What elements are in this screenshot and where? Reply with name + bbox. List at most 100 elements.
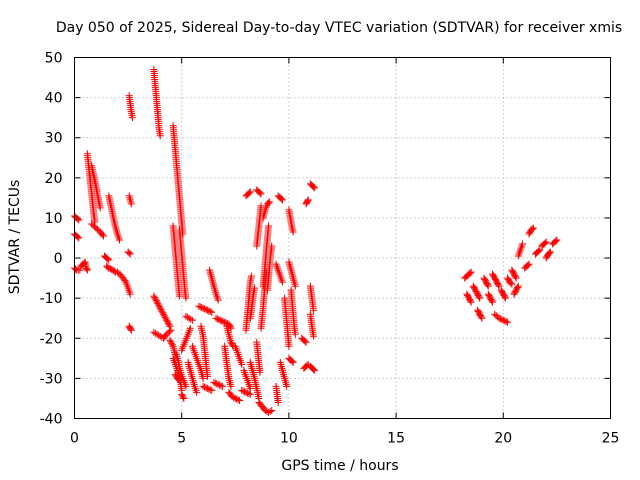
data-point (274, 398, 282, 406)
data-point (234, 396, 242, 404)
data-point (246, 390, 254, 398)
data-point (199, 382, 207, 390)
data-point (265, 199, 273, 207)
data-point (301, 337, 309, 345)
data-point (106, 265, 114, 273)
data-point (476, 294, 484, 302)
data-point (466, 269, 474, 277)
data-point (310, 183, 318, 191)
data-point (99, 232, 107, 240)
y-tick-label: 40 (45, 91, 63, 107)
data-point (160, 312, 168, 320)
y-tick-label: -40 (40, 412, 63, 428)
data-point (188, 316, 196, 324)
data-point (156, 304, 164, 312)
data-point (496, 315, 504, 323)
data-point (105, 256, 113, 264)
data-point (310, 332, 318, 340)
data-point (257, 190, 265, 198)
data-point (127, 325, 135, 333)
data-point (198, 304, 206, 312)
data-point (222, 319, 230, 327)
data-point (203, 306, 211, 314)
data-point (83, 265, 91, 273)
data-point (159, 310, 167, 318)
data-point (201, 383, 209, 391)
data-point (268, 406, 276, 414)
x-tick-label: 20 (494, 431, 512, 447)
data-point (208, 386, 216, 394)
data-point (153, 298, 161, 306)
data-point (266, 407, 274, 415)
data-point (213, 380, 221, 388)
data-point (501, 317, 509, 325)
data-point (466, 297, 474, 305)
data-point (98, 231, 106, 239)
data-point (161, 313, 169, 321)
data-point (127, 200, 135, 208)
series-sdtvar (71, 66, 561, 416)
data-point (74, 215, 82, 223)
data-point (74, 233, 82, 241)
data-point (495, 282, 503, 290)
y-tick-label: 50 (45, 51, 63, 67)
data-point (164, 319, 172, 327)
data-point (278, 278, 286, 286)
data-point (304, 196, 312, 204)
data-point (75, 216, 83, 224)
data-point (214, 380, 222, 388)
data-point (238, 386, 246, 394)
data-point (278, 196, 286, 204)
y-tick-label: 10 (45, 211, 63, 227)
data-point (212, 314, 220, 322)
data-point (536, 246, 544, 254)
data-point (126, 290, 134, 298)
data-point (507, 279, 515, 287)
data-point (289, 358, 297, 366)
data-point (216, 316, 224, 324)
data-point (242, 388, 250, 396)
data-point (285, 342, 293, 350)
x-tick-label: 15 (387, 431, 405, 447)
data-point (121, 277, 129, 285)
data-point (289, 228, 297, 236)
data-point (251, 284, 259, 292)
data-point (166, 336, 174, 344)
data-point (528, 225, 536, 233)
data-point (155, 303, 163, 311)
data-point (265, 222, 273, 230)
y-tick-label: -30 (40, 371, 63, 387)
data-point (196, 303, 204, 311)
data-point (241, 388, 249, 396)
data-point (218, 382, 226, 390)
data-point (302, 338, 310, 346)
data-point (179, 393, 187, 401)
data-point (211, 379, 219, 387)
data-point (217, 382, 225, 390)
data-point (180, 394, 188, 402)
data-point (176, 292, 184, 300)
data-point (159, 309, 167, 317)
data-point (524, 261, 532, 269)
data-point (199, 304, 207, 312)
x-tick-label: 25 (602, 431, 620, 447)
data-point (150, 292, 158, 300)
data-point (501, 294, 509, 302)
data-point (182, 294, 190, 302)
data-point (245, 390, 253, 398)
data-point (205, 385, 213, 393)
data-point (256, 368, 264, 376)
data-point (230, 393, 238, 401)
data-point (514, 282, 522, 290)
data-point (156, 132, 164, 140)
data-point (216, 381, 224, 389)
data-point (210, 378, 218, 386)
data-point (215, 316, 223, 324)
data-point (304, 197, 312, 205)
data-point (116, 236, 124, 244)
data-point (245, 189, 253, 197)
x-tick-label: 0 (70, 431, 79, 447)
data-point (157, 306, 165, 314)
data-point (96, 204, 104, 212)
